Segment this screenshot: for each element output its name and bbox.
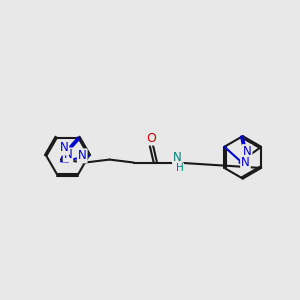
Text: H: H (176, 164, 183, 173)
Text: N: N (60, 142, 68, 154)
Text: N: N (241, 156, 250, 169)
Text: N: N (64, 148, 72, 161)
Text: N: N (173, 151, 182, 164)
Text: N: N (78, 149, 87, 162)
Text: O: O (146, 132, 156, 145)
Text: N: N (243, 145, 251, 158)
